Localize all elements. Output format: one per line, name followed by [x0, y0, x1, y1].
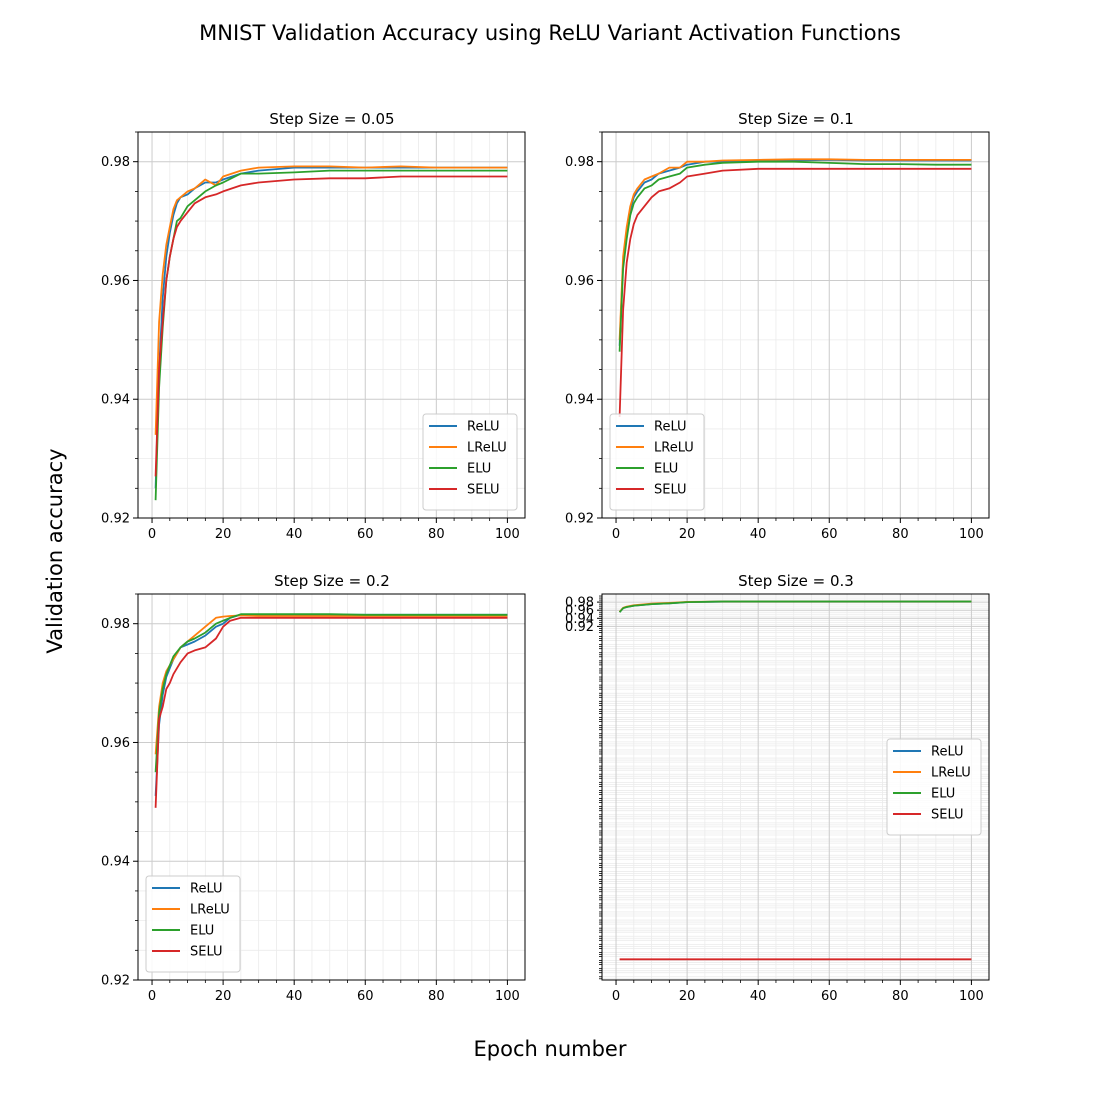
series-line-relu	[154, 613, 508, 796]
x-tick-label: 0	[148, 527, 156, 542]
y-tick-label: 0.96	[565, 604, 594, 619]
series-line-elu	[154, 613, 508, 773]
x-tick-label: 40	[750, 989, 767, 1004]
x-tick-label: 60	[821, 527, 838, 542]
legend-label-lrelu: LReLU	[931, 766, 971, 781]
y-tick-label: 0.92	[101, 512, 130, 527]
x-tick-label: 100	[495, 989, 520, 1004]
y-tick-label: 0.94	[565, 393, 594, 408]
subplot-step-0-2: Step Size = 0.2 0 20 40 60 80 100 0.92 0.94 0.96…	[101, 572, 526, 1004]
x-tick-label: 60	[357, 989, 374, 1004]
figure-title: MNIST Validation Accuracy using ReLU Var…	[199, 21, 901, 45]
subplot-title: Step Size = 0.05	[269, 110, 394, 128]
x-tick-label: 40	[286, 527, 303, 542]
legend-label-lrelu: LReLU	[190, 903, 230, 918]
series-line-selu	[154, 175, 508, 477]
y-tick-label: 0.92	[101, 974, 130, 989]
y-tick-label: 0.98	[101, 155, 130, 170]
legend-label-elu: ELU	[931, 787, 955, 802]
subplot-title: Step Size = 0.1	[738, 110, 854, 128]
legend: ReLU LReLU ELU SELU	[886, 738, 982, 836]
series-line-selu	[618, 167, 972, 418]
legend-label-lrelu: LReLU	[654, 441, 694, 456]
axes-frame	[137, 593, 526, 981]
x-tick-label: 60	[357, 527, 374, 542]
series-line-lrelu	[154, 614, 508, 755]
legend-frame	[886, 738, 982, 836]
legend-label-elu: ELU	[190, 924, 214, 939]
series-line-lrelu	[618, 158, 972, 340]
y-tick-label: 0.98	[565, 155, 594, 170]
legend-label-lrelu: LReLU	[467, 441, 507, 456]
legend-frame	[609, 413, 705, 511]
x-tick-label: 100	[959, 989, 984, 1004]
legend-label-relu: ReLU	[931, 745, 964, 760]
x-tick-label: 20	[215, 989, 232, 1004]
legend-label-selu: SELU	[467, 483, 500, 498]
series-line-lrelu	[154, 165, 508, 435]
y-tick-label: 0.98	[101, 617, 130, 632]
axes-frame	[137, 131, 526, 519]
y-tick-label: 0.92	[565, 512, 594, 527]
x-tick-label: 20	[679, 527, 696, 542]
x-tick-label: 80	[892, 989, 909, 1004]
x-tick-label: 0	[612, 989, 620, 1004]
x-tick-label: 100	[959, 527, 984, 542]
legend-label-selu: SELU	[190, 945, 223, 960]
legend-label-relu: ReLU	[654, 420, 687, 435]
series-line-elu	[618, 600, 972, 613]
legend-label-elu: ELU	[467, 462, 491, 477]
legend-label-relu: ReLU	[467, 420, 500, 435]
y-tick-label: 0.94	[101, 855, 130, 870]
subplot-title: Step Size = 0.2	[274, 572, 390, 590]
x-tick-label: 80	[892, 527, 909, 542]
legend-label-selu: SELU	[654, 483, 687, 498]
figure-ylabel: Validation accuracy	[43, 448, 67, 653]
y-tick-label: 0.92	[565, 620, 594, 635]
series-line-elu	[618, 160, 972, 352]
y-tick-label: 0.98	[565, 596, 594, 611]
x-tick-label: 0	[148, 989, 156, 1004]
x-tick-label: 40	[750, 527, 767, 542]
series-line-relu	[618, 158, 972, 346]
y-tick-label: 0.96	[101, 274, 130, 289]
y-tick-label: 0.94	[565, 612, 594, 627]
y-tick-label: 0.96	[565, 274, 594, 289]
x-tick-label: 40	[286, 989, 303, 1004]
legend: ReLU LReLU ELU SELU	[609, 413, 705, 511]
x-tick-label: 60	[821, 989, 838, 1004]
subplot-step-0-1: Step Size = 0.1 0 20 40 60 80 100 0.92 0.94 0.96…	[565, 110, 990, 542]
legend: ReLU LReLU ELU SELU	[145, 875, 241, 973]
y-tick-label: 0.94	[101, 393, 130, 408]
legend-label-elu: ELU	[654, 462, 678, 477]
axes-frame	[601, 131, 990, 519]
x-tick-label: 20	[215, 527, 232, 542]
axes-frame	[601, 593, 990, 981]
legend-frame	[422, 413, 518, 511]
x-tick-label: 100	[495, 527, 520, 542]
x-tick-label: 80	[428, 527, 445, 542]
figure-xlabel: Epoch number	[474, 1037, 627, 1061]
x-tick-label: 0	[612, 527, 620, 542]
series-line-selu	[154, 616, 508, 808]
legend-label-selu: SELU	[931, 808, 964, 823]
legend-label-relu: ReLU	[190, 882, 223, 897]
x-tick-label: 20	[679, 989, 696, 1004]
legend: ReLU LReLU ELU SELU	[422, 413, 518, 511]
y-tick-label: 0.96	[101, 736, 130, 751]
subplot-title: Step Size = 0.3	[738, 572, 854, 590]
subplot-step-0-3: Step Size = 0.3 0 20 40 60 80 100 0.920.940.96…	[565, 572, 990, 1004]
legend-frame	[145, 875, 241, 973]
subplot-step-0-05: Step Size = 0.05 0 20 40 60 80 100 0.92 0.94 0.9…	[101, 110, 526, 542]
x-tick-label: 80	[428, 989, 445, 1004]
